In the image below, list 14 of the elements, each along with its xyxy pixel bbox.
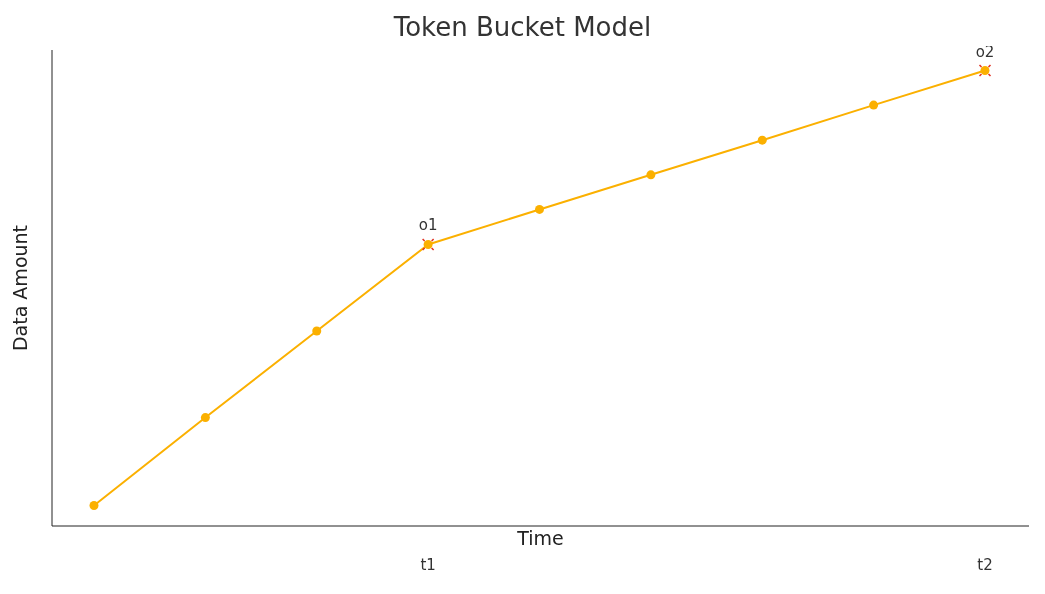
chart-title: Token Bucket Model xyxy=(393,12,652,42)
point xyxy=(646,170,656,180)
point xyxy=(89,501,99,510)
annotation: o2 xyxy=(975,42,995,61)
point xyxy=(535,204,544,214)
x-axis-title: Time xyxy=(516,527,564,550)
point xyxy=(200,413,210,423)
point xyxy=(757,135,767,145)
y-axis-title: Data Amount xyxy=(8,224,31,352)
x-tick-label: t1 xyxy=(420,556,436,574)
point xyxy=(869,100,879,110)
x-tick-label: t2 xyxy=(977,556,993,574)
point xyxy=(312,326,322,336)
annotation: o1 xyxy=(418,216,438,235)
